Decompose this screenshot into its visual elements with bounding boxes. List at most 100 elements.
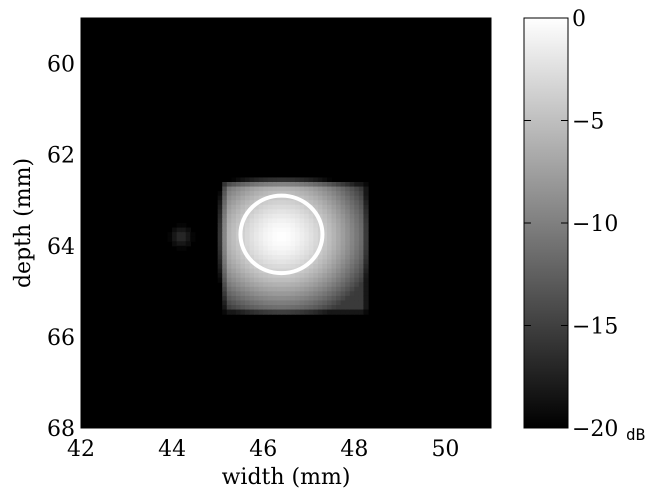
heatmap-cell bbox=[349, 182, 355, 188]
heatmap-cell bbox=[295, 286, 301, 292]
heatmap-cell bbox=[327, 268, 333, 274]
heatmap-cell bbox=[245, 286, 251, 292]
heatmap-cell bbox=[176, 241, 182, 247]
heatmap-cell bbox=[235, 186, 242, 192]
heatmap-cell bbox=[336, 264, 342, 270]
heatmap-cell bbox=[217, 227, 223, 233]
heatmap-cell bbox=[308, 295, 314, 302]
heatmap-cell bbox=[235, 273, 242, 279]
heatmap-cell bbox=[286, 195, 292, 201]
heatmap-cell bbox=[331, 264, 337, 270]
heatmap-cell bbox=[317, 186, 324, 192]
heatmap-cell bbox=[340, 282, 346, 288]
heatmap-cell bbox=[331, 241, 337, 247]
heatmap-cell bbox=[304, 177, 310, 183]
heatmap-cell bbox=[290, 182, 296, 188]
heatmap-cell bbox=[226, 264, 232, 270]
heatmap-cell bbox=[336, 200, 342, 206]
heatmap-cell bbox=[231, 268, 237, 274]
heatmap-cell bbox=[222, 232, 228, 238]
heatmap-cell bbox=[331, 218, 337, 224]
heatmap-cell bbox=[308, 200, 314, 206]
heatmap-cell bbox=[336, 277, 342, 283]
heatmap-cell bbox=[354, 204, 360, 210]
heatmap-cell bbox=[345, 268, 351, 274]
heatmap-cell bbox=[235, 268, 242, 274]
heatmap-cell bbox=[331, 182, 337, 188]
heatmap-cell bbox=[349, 191, 355, 197]
heatmap-cell bbox=[286, 223, 292, 229]
heatmap-cell bbox=[295, 273, 301, 279]
heatmap-cell bbox=[358, 300, 365, 306]
heatmap-cell bbox=[295, 177, 301, 183]
heatmap-cell bbox=[299, 209, 305, 215]
heatmap-cell bbox=[263, 282, 269, 288]
colorbar-unit-label: dB bbox=[626, 425, 645, 444]
heatmap-cell bbox=[286, 273, 292, 279]
heatmap-cell bbox=[281, 209, 287, 215]
heatmap-cell bbox=[263, 295, 269, 302]
heatmap-cell bbox=[322, 259, 328, 265]
heatmap-cell bbox=[222, 295, 228, 302]
heatmap-cell bbox=[254, 250, 260, 256]
heatmap-cell bbox=[299, 305, 305, 311]
heatmap-cell bbox=[267, 182, 273, 188]
heatmap-cell bbox=[276, 191, 283, 197]
heatmap-cell bbox=[363, 259, 369, 265]
heatmap-cell bbox=[295, 204, 301, 210]
colorbar-tick-label: 0 bbox=[572, 7, 586, 32]
heatmap-cell bbox=[272, 250, 278, 256]
heatmap-cell bbox=[226, 186, 232, 192]
heatmap-cell bbox=[272, 195, 278, 201]
heatmap-cell bbox=[349, 250, 355, 256]
heatmap-cell bbox=[304, 291, 310, 297]
heatmap-cell bbox=[267, 218, 273, 224]
heatmap-cell bbox=[226, 227, 232, 233]
heatmap-cell bbox=[222, 309, 228, 315]
heatmap-cell bbox=[226, 309, 232, 315]
heatmap-cell bbox=[235, 204, 242, 210]
heatmap-cell bbox=[327, 209, 333, 215]
heatmap-cell bbox=[286, 200, 292, 206]
heatmap-cell bbox=[336, 223, 342, 229]
heatmap-cell bbox=[295, 241, 301, 247]
heatmap-cell bbox=[249, 264, 255, 270]
heatmap-cell bbox=[327, 305, 333, 311]
heatmap-cell bbox=[354, 300, 360, 306]
heatmap-cell bbox=[258, 182, 264, 188]
heatmap-cell bbox=[322, 218, 328, 224]
heatmap-cell bbox=[254, 213, 260, 220]
heatmap-cell bbox=[358, 291, 365, 297]
colorbar-ticks: 0 −5 −10 −15 −20 bbox=[524, 7, 618, 442]
heatmap-cell bbox=[299, 277, 305, 283]
heatmap-cell bbox=[185, 236, 191, 242]
heatmap-cell bbox=[272, 209, 278, 215]
heatmap-cell bbox=[217, 204, 223, 210]
heatmap-cell bbox=[254, 300, 260, 306]
heatmap-cell bbox=[304, 223, 310, 229]
x-tick-label: 50 bbox=[431, 437, 459, 462]
heatmap-cell bbox=[363, 264, 369, 270]
heatmap-cell bbox=[363, 250, 369, 256]
heatmap-cell bbox=[354, 273, 360, 279]
heatmap-cell bbox=[231, 295, 237, 302]
heatmap-cell bbox=[358, 259, 365, 265]
heatmap-cell bbox=[349, 232, 355, 238]
heatmap-cell bbox=[226, 277, 232, 283]
heatmap-cell bbox=[363, 291, 369, 297]
heatmap-cell bbox=[336, 218, 342, 224]
heatmap-cell bbox=[226, 241, 232, 247]
heatmap-cell bbox=[181, 236, 187, 242]
heatmap-cell bbox=[263, 232, 269, 238]
heatmap-cell bbox=[240, 282, 246, 288]
heatmap-cell bbox=[226, 254, 232, 261]
heatmap-cell bbox=[263, 182, 269, 188]
heatmap-cell bbox=[299, 182, 305, 188]
heatmap-cell bbox=[240, 300, 246, 306]
heatmap-cell bbox=[295, 254, 301, 261]
heatmap-cell bbox=[263, 273, 269, 279]
heatmap-cell bbox=[345, 259, 351, 265]
heatmap-cell bbox=[245, 232, 251, 238]
heatmap-cell bbox=[358, 223, 365, 229]
heatmap-cell bbox=[345, 227, 351, 233]
